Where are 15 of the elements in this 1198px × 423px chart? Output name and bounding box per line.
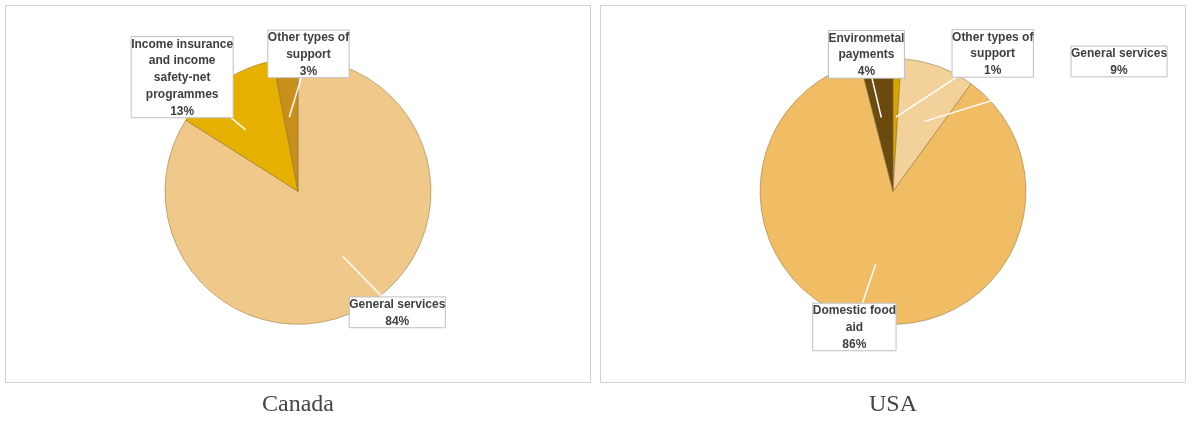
slice-label: Environmetal payments	[828, 30, 905, 62]
slice-label: Other types of support	[267, 30, 351, 61]
data-label: 1%	[984, 63, 1002, 78]
slice-label: Other types of support	[952, 29, 1035, 61]
data-label: 4%	[857, 64, 876, 79]
slice-label: Domestic food aid	[812, 303, 897, 334]
slice-label: General services	[349, 296, 446, 311]
data-label: 84%	[385, 313, 410, 328]
data-label: 86%	[842, 336, 867, 351]
text: Canada	[262, 389, 335, 416]
slice-label: Income insurance and income safety-net programmes	[131, 36, 234, 101]
data-label: 3%	[299, 63, 318, 78]
text: USA	[868, 389, 918, 416]
slice-label: General services	[1070, 46, 1168, 61]
data-label: 9%	[1110, 62, 1129, 77]
